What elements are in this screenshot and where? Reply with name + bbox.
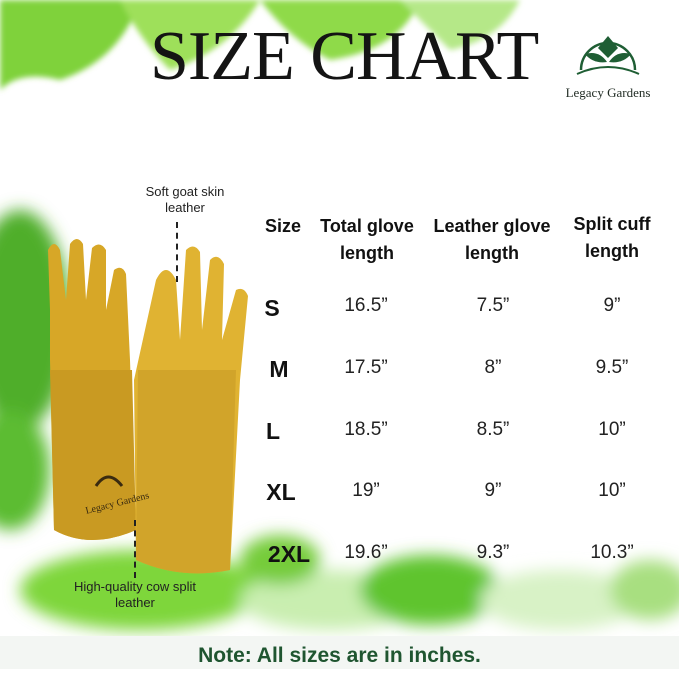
header-cuff-length: Split cuff length [573, 214, 651, 261]
size-cell: 2XL [267, 541, 311, 567]
total-cell: 19” [352, 480, 380, 501]
leather-cell: 9” [484, 480, 502, 501]
cuff-cell: 10” [598, 480, 626, 501]
leaf-logo-icon [576, 36, 640, 75]
brand-logo: Legacy Gardens [548, 26, 668, 101]
callout-line-top [176, 222, 178, 282]
size-cell: M [269, 356, 289, 382]
callout-cow-leather: High-quality cow split leather [73, 579, 197, 610]
note-text: Note: All sizes are in inches. [198, 644, 481, 667]
cuff-cell: 9.5” [595, 357, 629, 378]
header-size: Size [264, 216, 302, 236]
callout-goat-leather: Soft goat skin leather [145, 184, 225, 215]
cuff-cell: 9” [603, 295, 621, 316]
leather-cell: 8.5” [476, 419, 510, 440]
header-leather-length: Leather glove length [433, 216, 551, 263]
cuff-cell: 10” [598, 419, 626, 440]
leather-cell: 9.3” [476, 542, 510, 563]
size-cell: S [264, 295, 280, 321]
leather-cell: 8” [484, 357, 502, 378]
footer-note-bar: Note: All sizes are in inches. [0, 636, 679, 669]
leather-cell: 7.5” [476, 295, 510, 316]
cuff-cell: 10.3” [590, 542, 634, 563]
total-cell: 16.5” [344, 295, 388, 316]
size-cell: XL [266, 479, 296, 505]
page-title: SIZE CHART [150, 18, 539, 95]
gloves-image: Legacy Gardens [48, 239, 248, 574]
total-cell: 17.5” [344, 357, 388, 378]
callout-line-bottom [134, 520, 136, 578]
brand-name: Legacy Gardens [565, 85, 651, 100]
total-cell: 19.6” [344, 542, 388, 563]
header-total-length: Total glove length [320, 216, 414, 263]
size-cell: L [265, 418, 281, 444]
total-cell: 18.5” [344, 419, 388, 440]
